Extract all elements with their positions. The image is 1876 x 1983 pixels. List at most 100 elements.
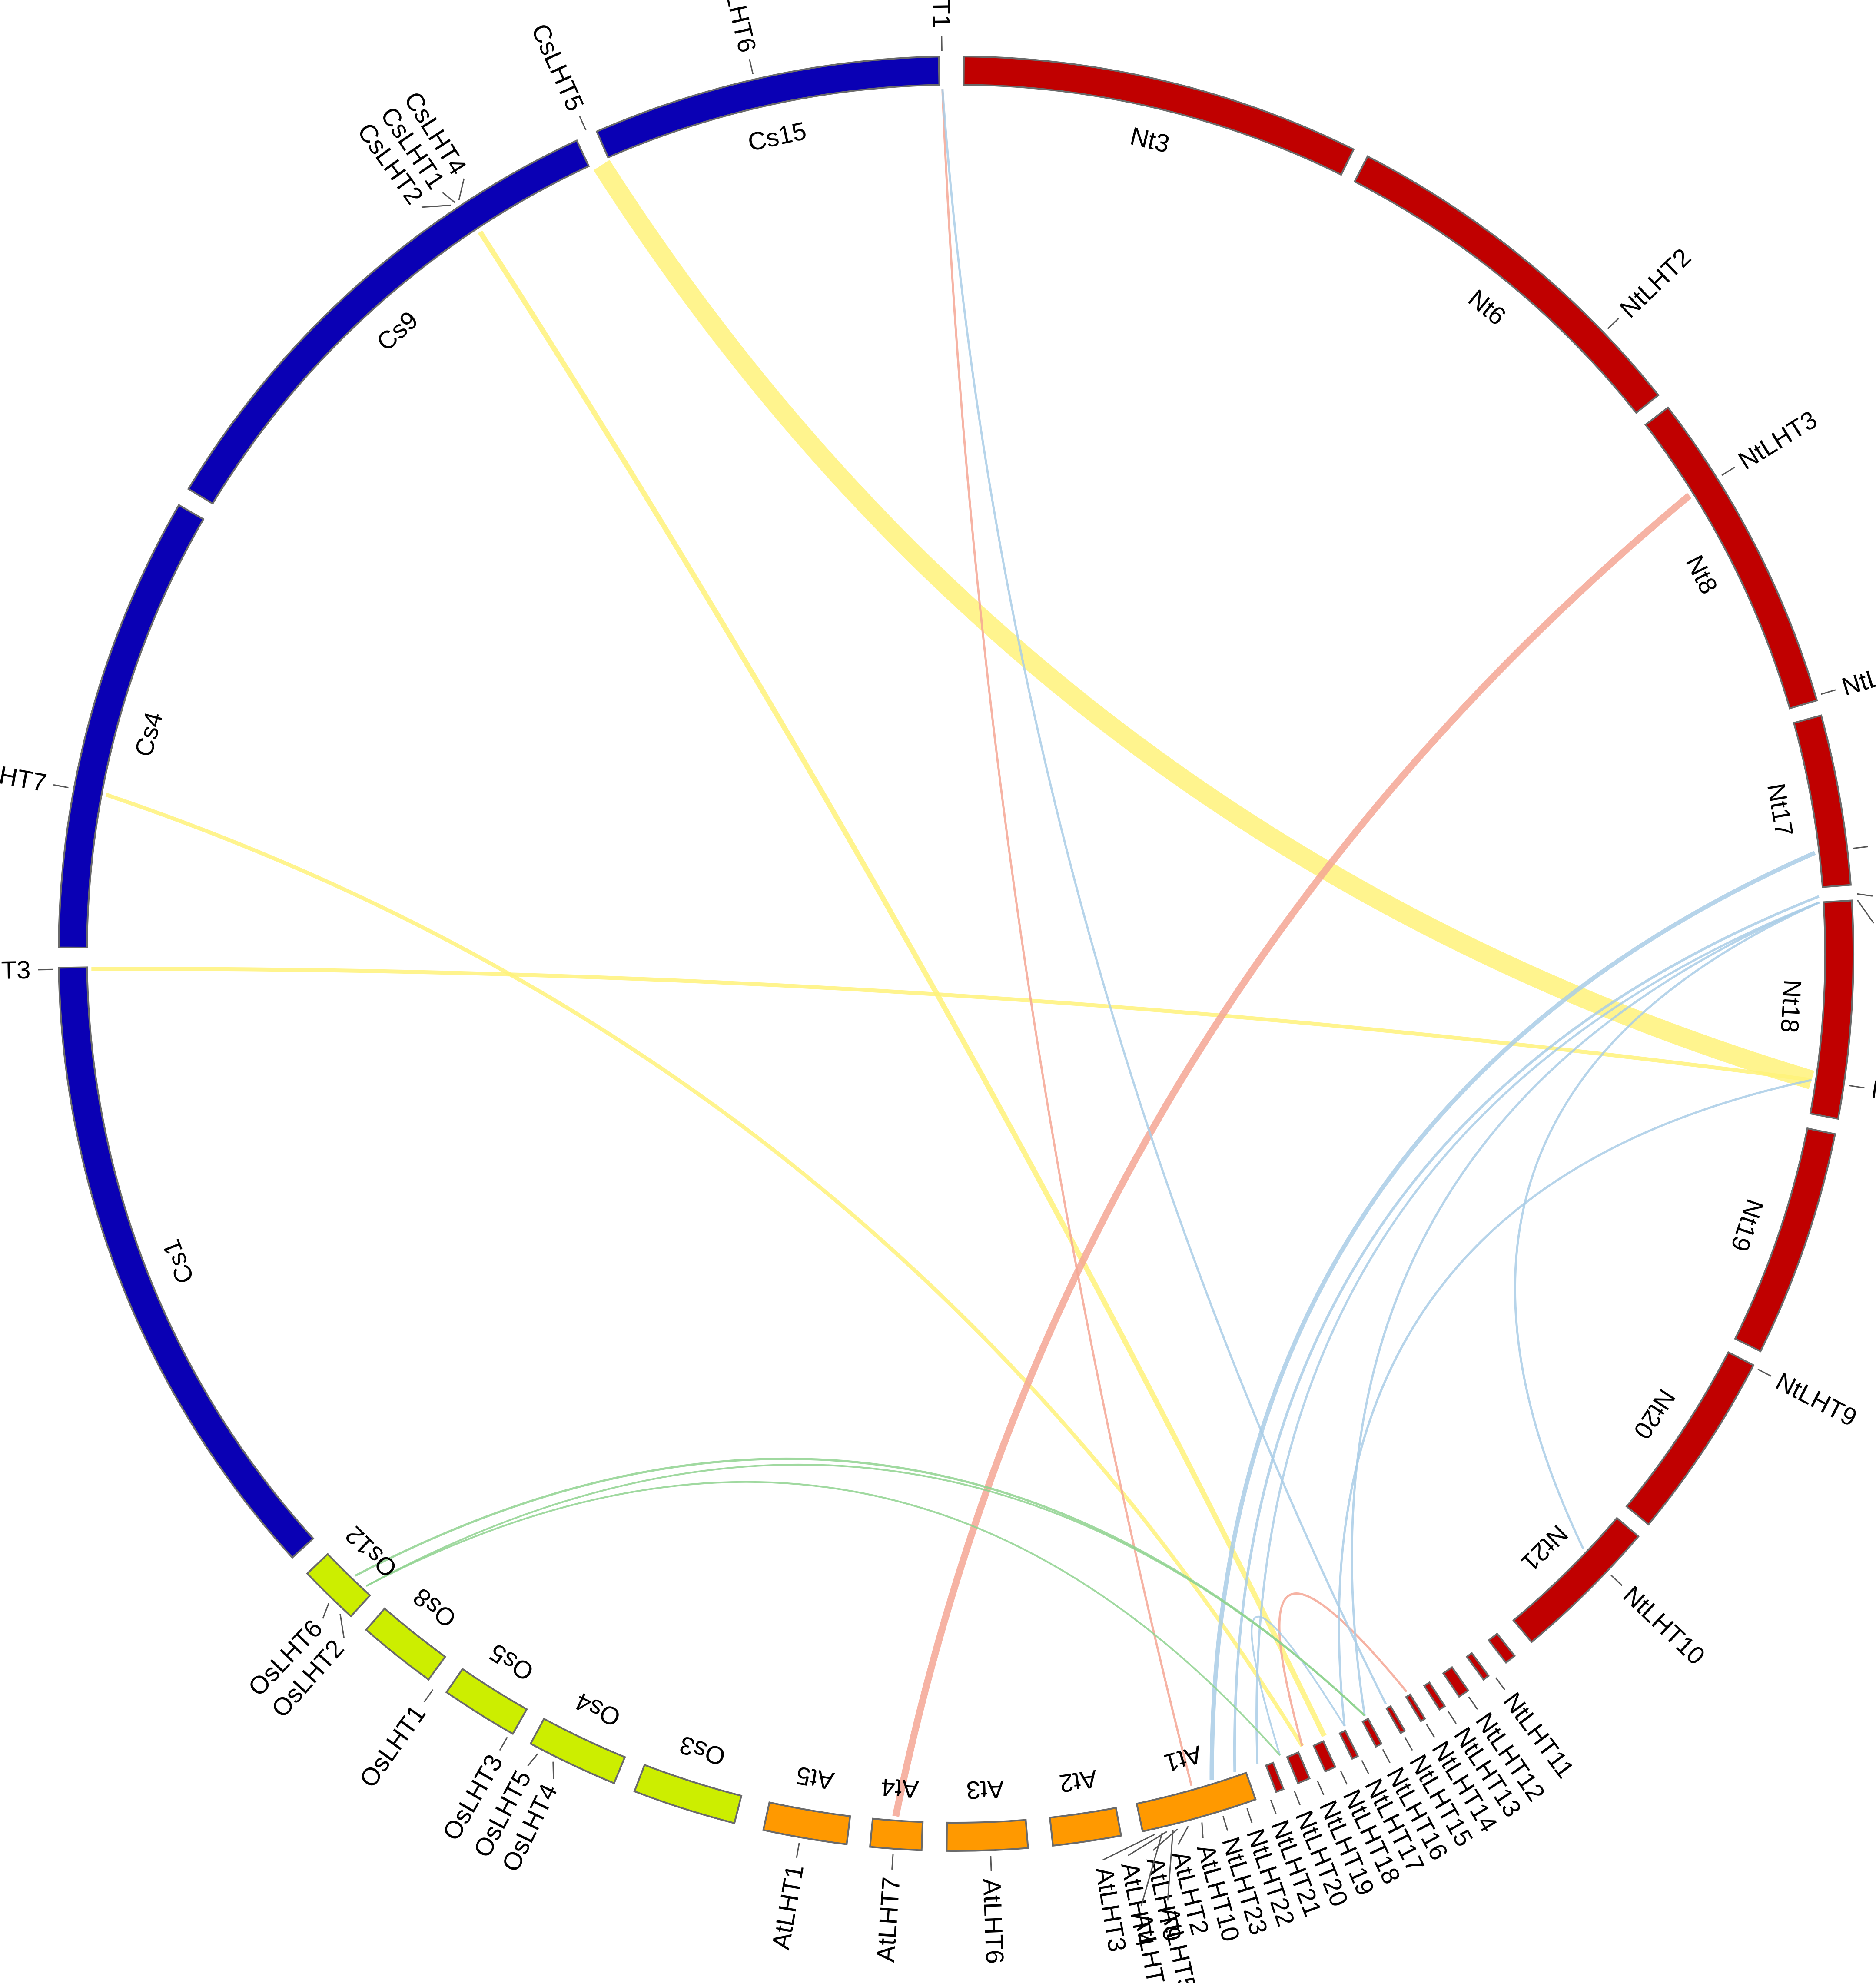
gene-tick [1317,1781,1325,1795]
chromosome-s5 [1405,1693,1426,1723]
gene-label-atlht7: AtLHT7 [871,1876,906,1963]
gene-tick [1447,1710,1457,1724]
chromosome-at4 [869,1817,924,1851]
link-ntlht7-ntlht21 [1255,901,1820,1764]
gene-tick [1152,1828,1178,1851]
chromosome-label: Nt20 [1628,1384,1681,1444]
chromosome-at3 [946,1819,1029,1852]
gene-label-atlht1: AtLHT1 [767,1863,809,1952]
gene-tick [1340,1770,1348,1785]
link-cslht3-ntlht8 [91,967,1812,1082]
chromosome-cs4 [58,504,205,949]
gene-tick [1426,1724,1435,1738]
gene-tick [1294,1791,1301,1805]
link-ntlht1-ntlht15 [941,89,1387,1704]
gene-tick [1757,1368,1772,1377]
link-ntlht1-atlht10 [941,89,1193,1786]
gene-tick [1607,318,1620,329]
gene-label-ntlht9: NtLHT9 [1771,1367,1861,1432]
chromosome-ring [58,56,1854,1852]
chromosome-s1 [1488,1632,1516,1664]
chromosome-label: Nt6 [1463,284,1511,331]
gene-label-oslht1: OsLHT1 [354,1700,432,1793]
link-ntlht20-ntlht17 [1251,1615,1345,1756]
chromosome-label: Cs9 [371,306,423,357]
chromosome-label: Nt3 [1128,122,1172,158]
chromosome-label: Nt17 [1762,781,1799,839]
chromosome-nt19 [1734,1127,1836,1353]
gene-label-atlht6: AtLHT6 [977,1878,1009,1964]
chromosome-os5 [445,1668,528,1735]
chromosome-nt3 [963,56,1355,176]
gene-tick [421,204,452,208]
chromosome-label: Cs15 [745,116,809,156]
chromosome-label: At4 [880,1773,920,1804]
gene-tick [442,192,455,203]
gene-label-ntlht8: NtLHT8 [1869,1075,1876,1115]
gene-tick [552,1761,554,1779]
gene-label-ntlht1: NtLHT1 [926,0,956,29]
gene-tick [1102,1834,1155,1861]
chromosome-cs1 [58,966,315,1559]
chromosome-label: Cs4 [129,709,168,760]
gene-tick [1177,1826,1189,1845]
chromosome-at1 [1136,1771,1257,1833]
gene-tick [1201,1822,1204,1838]
gene-tick [1495,1677,1505,1691]
link-ntlht10-ntlht7 [1514,901,1820,1549]
gene-label-ntlht5: NtLHT5 [1874,822,1876,860]
chromosome-nt8 [1644,406,1818,710]
chromosome-label: At1 [1161,1740,1205,1777]
chromosome-s7 [1361,1718,1383,1748]
link-ntlht7-ntlht16 [1351,901,1820,1716]
chromosome-label: Nt19 [1725,1196,1769,1255]
chromosome-os4 [529,1718,626,1784]
chromosome-os12 [306,1552,372,1618]
gene-label-cslht6: CsLHT6 [713,0,761,55]
gene-label-ntlht10: NtLHT10 [1618,1581,1710,1671]
chromosome-label: Os3 [676,1730,729,1771]
link-ntlht19-ntlht14 [1278,1592,1408,1747]
gene-tick [1140,1832,1163,1907]
chromosome-label: Os8 [408,1582,462,1633]
chromosome-label: Cs1 [157,1236,199,1288]
chromosome-s9 [1312,1740,1337,1773]
gene-tick [53,784,69,789]
chromosome-label: Nt18 [1775,979,1807,1034]
gene-label-ntlht2: NtLHT2 [1614,243,1697,323]
gene-tick [458,178,465,200]
gene-tick [322,1603,329,1619]
gene-tick [579,116,587,131]
chromosome-label: Os12 [340,1521,403,1583]
gene-tick [749,59,754,74]
gene-label-ntlht4: NtLHT4 [1839,649,1876,701]
gene-tick [1128,1831,1167,1856]
link-oslht2-ntlht16 [365,1464,1365,1717]
gene-tick [339,1614,345,1638]
synteny-links [91,89,1820,1817]
gene-tick [38,968,53,971]
chromosome-s10 [1286,1751,1311,1784]
gene-tick [499,1737,508,1751]
chromosome-nt20 [1625,1351,1755,1526]
chromosome-nt21 [1512,1517,1640,1644]
gene-tick [796,1843,800,1858]
chromosome-at2 [1049,1807,1122,1847]
gene-label-cslht5: CsLHT5 [526,20,589,116]
link-cslht7-ntlht19 [105,793,1304,1747]
chromosome-label: At2 [1057,1764,1099,1798]
chromosome-s2 [1465,1651,1490,1681]
chromosome-label: At3 [966,1775,1005,1804]
gene-tick [527,1753,538,1767]
gene-tick [1167,1830,1174,1901]
gene-tick [1382,1749,1391,1763]
gene-label-cslht7: CsLHT7 [0,753,49,797]
link-ntlht6-ntlht22 [1233,895,1820,1772]
chromosome-nt6 [1353,155,1660,414]
chromosome-s3 [1442,1666,1470,1698]
chromosome-os3 [633,1764,743,1824]
link-cslht5-ntlht8 [593,160,1815,1089]
chromosome-nt18 [1809,899,1854,1120]
gene-tick [1222,1816,1229,1831]
gene-tick [1820,689,1836,695]
